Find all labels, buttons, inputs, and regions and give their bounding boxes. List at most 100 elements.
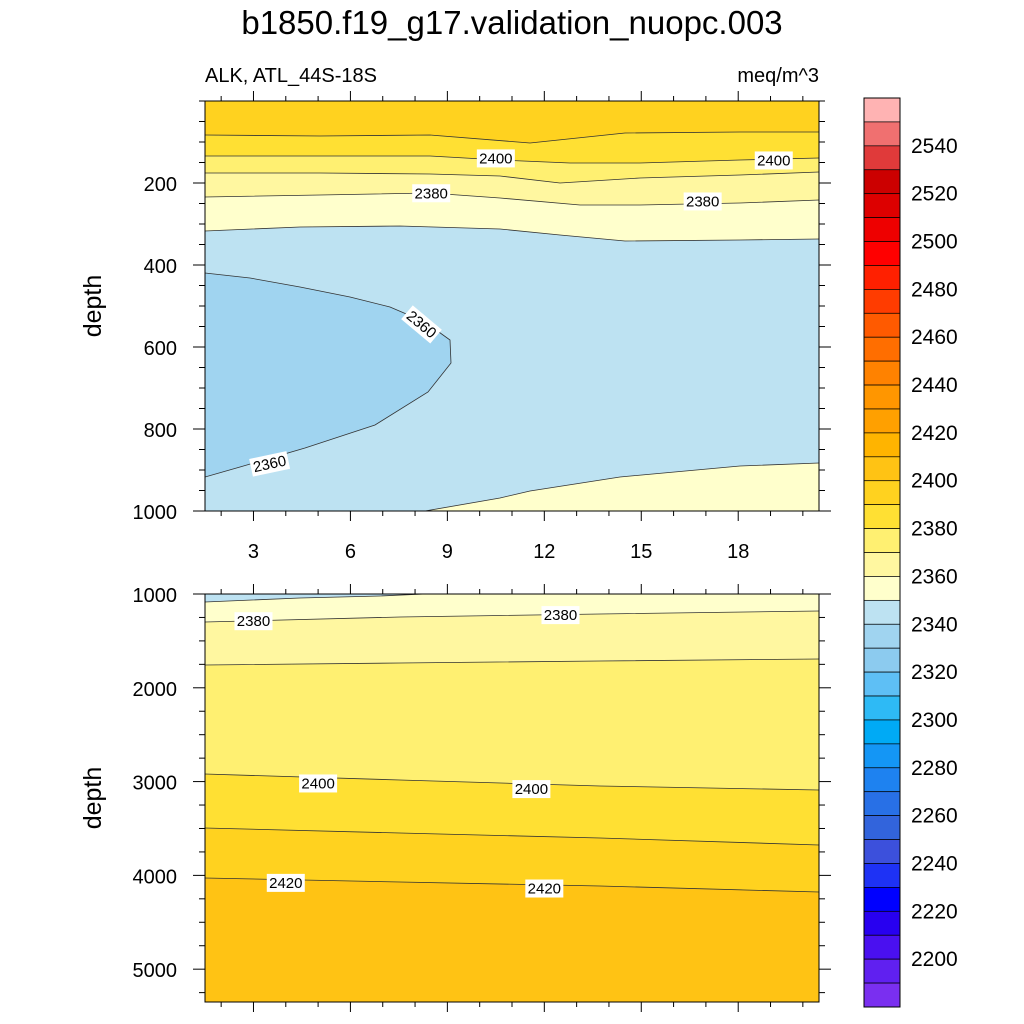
colorbar-tick-label: 2340 xyxy=(911,613,958,636)
upper-band-2370-2380 xyxy=(205,193,819,241)
upper-band-2400-2410 xyxy=(205,132,819,163)
colorbar-swatch xyxy=(863,193,901,218)
colorbar-swatch xyxy=(863,815,901,840)
colorbar-tick-label: 2540 xyxy=(911,135,958,158)
colorbar-tick-label: 2360 xyxy=(911,565,958,588)
colorbar-swatch xyxy=(863,599,901,625)
upper-band-2350-2360 xyxy=(205,273,451,477)
contour-label-bg xyxy=(249,451,291,477)
upper-subtitle-right: meq/m^3 xyxy=(737,65,819,87)
contour-label-bg xyxy=(412,184,451,203)
colorbar-swatch xyxy=(863,887,901,912)
colorbar-swatch xyxy=(863,839,901,864)
colorbar-tick-label: 2200 xyxy=(911,948,958,971)
colorbar-swatch xyxy=(863,265,901,290)
colorbar-tick-label: 2220 xyxy=(911,900,958,923)
upper-ytick-label: 800 xyxy=(144,420,177,442)
upper-contour-label: 2400 xyxy=(754,151,793,170)
colorbar-tick-label: 2280 xyxy=(911,757,958,780)
contour-label-bg xyxy=(683,192,722,211)
colorbar-swatch xyxy=(863,528,901,553)
contour-label-bg xyxy=(754,151,793,170)
colorbar-swatch xyxy=(863,360,901,386)
colorbar-tick-label: 2380 xyxy=(911,518,958,541)
upper-xtick-label: 12 xyxy=(533,541,555,563)
colorbar-swatch xyxy=(863,217,901,242)
contour-label-bg xyxy=(512,780,551,799)
contour-label-text: 2360 xyxy=(252,453,288,477)
colorbar: 2540 2520 2500 2480 2460 2440 2420 2400 2380 2360… xyxy=(863,97,958,1008)
lower-contour-label: 2420 xyxy=(525,879,564,898)
lower-contour-label: 2420 xyxy=(266,873,305,892)
colorbar-tick-label: 2440 xyxy=(911,374,958,397)
colorbar-tick-label: 2460 xyxy=(911,326,958,349)
upper-xtick-label: 18 xyxy=(727,541,749,563)
colorbar-swatch xyxy=(863,241,901,266)
colorbar-tick-label: 2300 xyxy=(911,709,958,732)
lower-ylabel: depth xyxy=(79,767,107,830)
colorbar-swatch xyxy=(863,336,901,362)
colorbar-swatch xyxy=(863,576,901,601)
lower-contour-fill xyxy=(205,594,819,1002)
colorbar-tick-label: 2520 xyxy=(911,183,958,206)
contour-label-bg xyxy=(234,612,273,631)
upper-contour-fill xyxy=(205,101,819,511)
upper-band-2370-2380-bottom xyxy=(425,463,819,511)
colorbar-swatch xyxy=(863,934,901,960)
colorbar-swatch xyxy=(863,169,901,195)
upper-xtick-label: 15 xyxy=(630,541,652,563)
colorbar-swatch xyxy=(863,647,901,673)
colorbar-tick-label: 2400 xyxy=(911,470,958,493)
lower-contour-label: 2380 xyxy=(234,612,273,631)
colorbar-swatch xyxy=(863,97,901,123)
upper-xtick-label: 6 xyxy=(345,541,356,563)
contour-label-bg xyxy=(266,873,305,892)
contour-label-text: 2380 xyxy=(415,185,448,202)
contour-label-text: 2420 xyxy=(269,875,302,892)
upper-contour-lines xyxy=(205,131,819,511)
upper-contour-label: 2380 xyxy=(412,184,451,203)
lower-contour-label: 2400 xyxy=(512,780,551,799)
contour-label-text: 2380 xyxy=(544,607,577,624)
upper-xtick-label: 3 xyxy=(248,541,259,563)
lower-ytick-label: 2000 xyxy=(133,679,178,701)
colorbar-swatch xyxy=(863,623,901,649)
colorbar-swatch xyxy=(863,480,901,506)
contour-label-bg xyxy=(401,305,442,344)
upper-axes: 3 6 9 12 15 18 200 400 600 800 1000 xyxy=(133,91,831,563)
upper-contour-label: 2380 xyxy=(683,192,722,211)
colorbar-swatch xyxy=(863,791,901,816)
colorbar-swatch xyxy=(863,958,901,984)
colorbar-swatch xyxy=(863,121,901,147)
colorbar-swatch xyxy=(863,910,901,936)
contour-label-bg xyxy=(299,774,338,793)
lower-ytick-label: 3000 xyxy=(133,773,178,795)
upper-ytick-label: 600 xyxy=(144,338,177,360)
colorbar-swatch xyxy=(863,695,901,721)
colorbar-swatch xyxy=(863,312,901,338)
colorbar-swatch xyxy=(863,863,901,888)
colorbar-swatch xyxy=(863,432,901,458)
colorbar-swatch xyxy=(863,982,901,1008)
upper-ytick-label: 1000 xyxy=(133,502,178,524)
colorbar-tick-label: 2420 xyxy=(911,422,958,445)
colorbar-swatch xyxy=(863,671,901,697)
colorbar-tick-label: 2500 xyxy=(911,231,958,254)
contour-label-bg xyxy=(525,879,564,898)
colorbar-frame xyxy=(863,97,901,1008)
contour-label-bg xyxy=(476,149,515,168)
upper-ytick-label: 200 xyxy=(144,174,177,196)
contour-label-text: 2380 xyxy=(237,613,270,630)
colorbar-swatch xyxy=(863,456,901,482)
upper-band-2380-2390 xyxy=(205,172,819,205)
chart-title: b1850.f19_g17.validation_nuopc.003 xyxy=(241,4,782,41)
colorbar-swatch xyxy=(863,767,901,793)
lower-band-2370-2380 xyxy=(205,594,819,622)
lower-panel: 1000 2000 3000 4000 5000 2380 2380 2400 2400 242… xyxy=(79,584,831,1012)
colorbar-tick-label: 2480 xyxy=(911,278,958,301)
colorbar-swatch xyxy=(863,145,901,171)
colorbar-swatch xyxy=(863,552,901,577)
lower-axes: 1000 2000 3000 4000 5000 xyxy=(133,584,831,1012)
